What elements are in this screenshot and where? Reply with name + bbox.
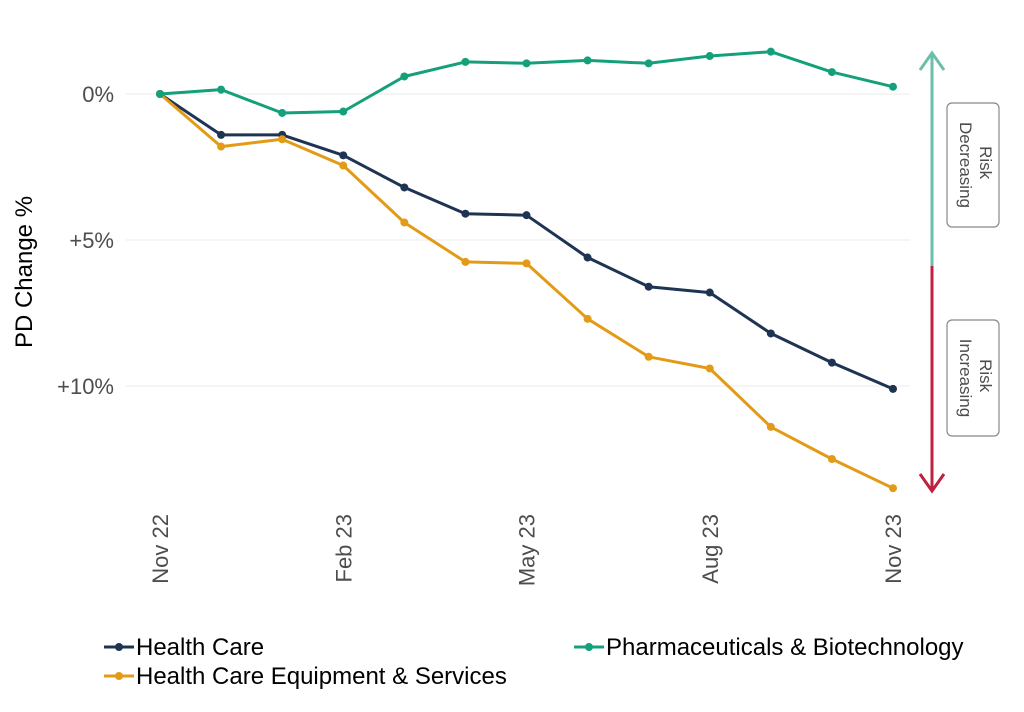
data-point <box>827 68 836 77</box>
y-tick-label: +5% <box>69 228 114 253</box>
data-point <box>217 85 226 94</box>
y-tick-labels: 0% +5% +10% <box>57 82 114 399</box>
legend: Health Care Pharmaceuticals & Biotechnol… <box>104 634 964 690</box>
series-line <box>159 92 894 490</box>
data-point <box>339 107 348 116</box>
data-point <box>339 161 348 170</box>
legend-marker <box>115 643 123 651</box>
risk-increasing-label: Risk Increasing <box>956 339 995 417</box>
data-point <box>705 364 714 373</box>
data-point <box>522 59 531 68</box>
arrow-down-head-icon <box>918 473 946 494</box>
data-point <box>400 218 409 227</box>
legend-marker <box>115 672 123 680</box>
series-group <box>156 47 897 493</box>
data-point <box>827 455 836 463</box>
data-point <box>156 90 164 98</box>
y-tick-label: +10% <box>57 374 114 399</box>
x-tick-label: Aug 23 <box>698 514 723 584</box>
legend-label: Health Care Equipment & Services <box>136 663 507 690</box>
data-point <box>339 151 348 160</box>
data-point <box>217 142 226 151</box>
data-point <box>705 52 714 61</box>
data-point <box>278 108 287 117</box>
data-point <box>583 314 592 323</box>
data-point <box>889 484 897 493</box>
data-point <box>644 59 653 68</box>
risk-decreasing-box <box>946 102 1000 228</box>
data-point <box>461 209 470 218</box>
data-point <box>461 257 470 266</box>
data-point <box>461 57 470 66</box>
y-tick-label: 0% <box>82 82 114 107</box>
y-axis-label: PD Change % <box>11 196 38 348</box>
legend-marker <box>585 643 593 651</box>
data-point <box>766 329 775 338</box>
data-point <box>583 253 592 262</box>
data-point <box>217 130 226 139</box>
data-point <box>889 82 897 91</box>
risk-increasing-box <box>946 319 1000 437</box>
data-point <box>644 352 653 361</box>
data-point <box>522 259 531 268</box>
data-point <box>278 135 287 144</box>
data-point <box>400 72 409 81</box>
legend-label: Pharmaceuticals & Biotechnology <box>606 634 964 661</box>
data-point <box>705 288 714 297</box>
data-point <box>583 56 592 65</box>
legend-item-health-care-equipment: Health Care Equipment & Services <box>104 663 507 690</box>
data-point <box>644 282 653 291</box>
data-point <box>522 211 531 220</box>
risk-decreasing-label: Risk Decreasing <box>956 122 995 208</box>
legend-label: Health Care <box>136 634 264 661</box>
series-line <box>159 92 894 391</box>
x-tick-label: Feb 23 <box>331 514 356 583</box>
risk-annotation: Risk Decreasing Risk Increasing <box>918 50 1000 494</box>
x-tick-label: Nov 22 <box>148 514 173 584</box>
x-tick-label: May 23 <box>515 514 540 586</box>
gridlines <box>126 93 910 387</box>
x-tick-label: Nov 23 <box>881 514 906 584</box>
legend-item-health-care: Health Care <box>104 634 264 661</box>
data-point <box>766 422 775 431</box>
data-point <box>400 183 409 192</box>
data-point <box>889 384 897 393</box>
data-point <box>827 358 836 367</box>
data-point <box>766 47 775 56</box>
legend-item-pharmaceuticals: Pharmaceuticals & Biotechnology <box>574 634 964 661</box>
x-tick-labels: Nov 22 Feb 23 May 23 Aug 23 Nov 23 <box>148 514 906 586</box>
arrow-up-head-icon <box>918 50 946 71</box>
